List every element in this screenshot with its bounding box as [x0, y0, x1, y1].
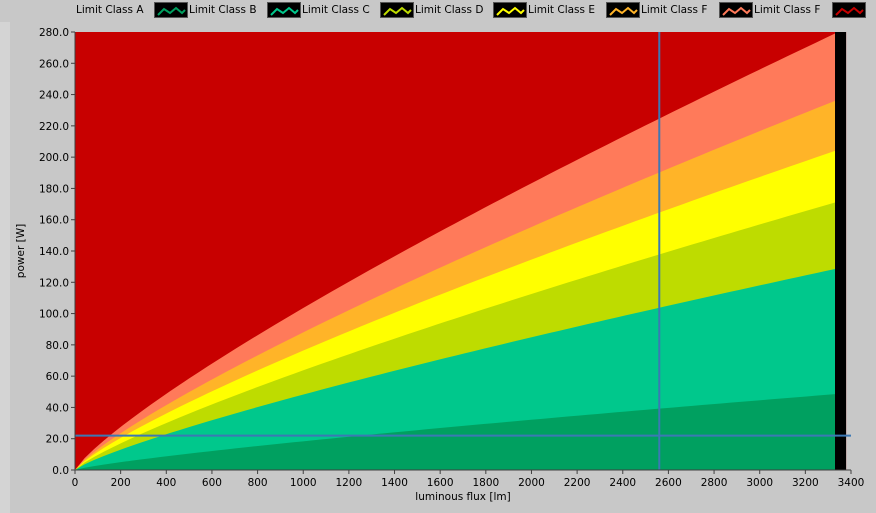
x-tick-label: 2800: [701, 477, 728, 489]
y-tick-label: 60.0: [46, 371, 69, 383]
legend-swatch-3[interactable]: [380, 2, 414, 18]
x-tick-label: 2000: [518, 477, 545, 489]
legend-label-4: Limit Class D: [415, 4, 484, 16]
line-wave-icon: [722, 6, 751, 16]
y-tick-label: 220.0: [39, 121, 69, 133]
plot-right-margin: [846, 32, 851, 470]
y-tick-label: 120.0: [39, 277, 69, 289]
line-wave-icon: [383, 6, 412, 16]
legend-label-1: Limit Class A: [76, 4, 144, 16]
y-tick-label: 20.0: [46, 434, 69, 446]
y-tick-label: 100.0: [39, 309, 69, 321]
legend-label-3: Limit Class C: [302, 4, 370, 16]
line-wave-icon: [270, 6, 299, 16]
x-axis-label: luminous flux [lm]: [415, 491, 510, 503]
y-tick-label: 180.0: [39, 183, 69, 195]
line-wave-icon: [835, 6, 864, 16]
line-wave-icon: [609, 6, 638, 16]
x-tick-label: 1400: [381, 477, 408, 489]
x-tick-label: 0: [72, 477, 79, 489]
y-axis-label: power [W]: [15, 224, 27, 278]
y-axis-ticks: 0.0 20.0 40.0 60.0 80.0 100.0 120.0 140.0 160.0 1…: [39, 27, 75, 477]
x-tick-label: 1000: [290, 477, 317, 489]
y-tick-label: 160.0: [39, 215, 69, 227]
legend: Limit Class A Limit Class B Limit Class C L…: [0, 0, 876, 23]
legend-swatch-5[interactable]: [606, 2, 640, 18]
plot-area: [74, 32, 851, 471]
x-tick-label: 1600: [427, 477, 454, 489]
x-tick-label: 2400: [609, 477, 636, 489]
end-strip: [835, 32, 847, 470]
legend-label-5: Limit Class E: [528, 4, 595, 16]
line-wave-icon: [157, 6, 186, 16]
legend-swatch-1[interactable]: [154, 2, 188, 18]
y-tick-label: 200.0: [39, 152, 69, 164]
y-tick-label: 280.0: [39, 27, 69, 39]
x-tick-label: 3400: [838, 477, 865, 489]
x-tick-label: 3200: [792, 477, 819, 489]
x-tick-label: 3000: [746, 477, 773, 489]
line-wave-icon: [496, 6, 525, 16]
x-tick-label: 800: [248, 477, 268, 489]
x-axis-ticks: 0 200 400 600 800 1000 1200 1400 1600 1800 2000 220…: [72, 470, 865, 489]
legend-swatch-6[interactable]: [719, 2, 753, 18]
x-tick-label: 1800: [472, 477, 499, 489]
legend-swatch-2[interactable]: [267, 2, 301, 18]
y-tick-label: 240.0: [39, 90, 69, 102]
legend-label-7: Limit Class F: [754, 4, 821, 16]
y-tick-label: 0.0: [52, 465, 69, 477]
legend-label-6: Limit Class F: [641, 4, 708, 16]
legend-swatch-7[interactable]: [832, 2, 866, 18]
chart: 0 200 400 600 800 1000 1200 1400 1600 1800 2000 220…: [10, 22, 876, 513]
x-tick-label: 1200: [336, 477, 363, 489]
x-tick-label: 400: [156, 477, 176, 489]
x-tick-label: 2200: [564, 477, 591, 489]
x-tick-label: 600: [202, 477, 222, 489]
legend-label-2: Limit Class B: [189, 4, 257, 16]
legend-swatch-4[interactable]: [493, 2, 527, 18]
x-tick-label: 2600: [655, 477, 682, 489]
y-tick-label: 260.0: [39, 58, 69, 70]
y-tick-label: 80.0: [46, 340, 69, 352]
y-tick-label: 40.0: [46, 402, 69, 414]
limit-band-1: [75, 394, 836, 470]
y-tick-label: 140.0: [39, 246, 69, 258]
x-tick-label: 200: [111, 477, 131, 489]
